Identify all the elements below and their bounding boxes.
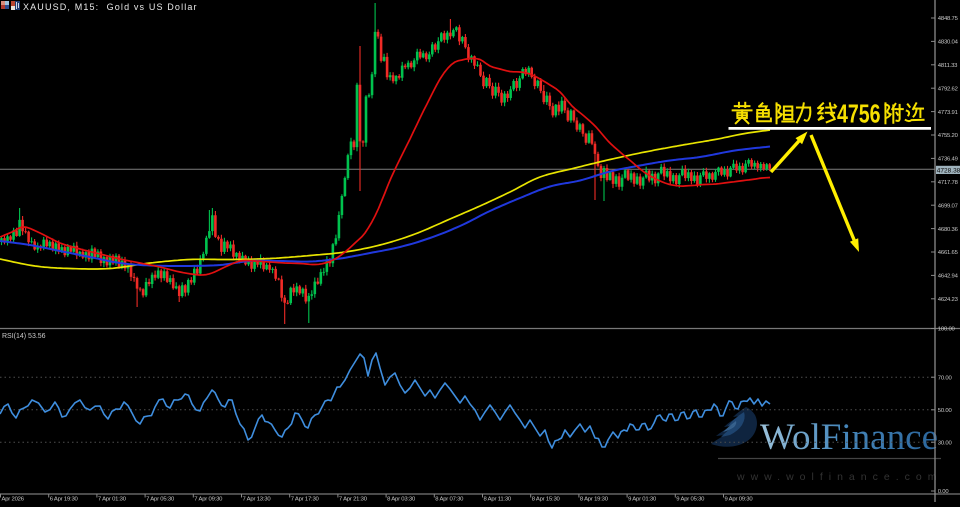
svg-text:4792.62: 4792.62 [938, 86, 958, 92]
svg-text:4717.78: 4717.78 [938, 180, 959, 186]
svg-text:7 Apr 17:30: 7 Apr 17:30 [291, 497, 320, 503]
svg-text:Apr 2026: Apr 2026 [2, 497, 25, 503]
svg-text:4755.20: 4755.20 [938, 133, 959, 139]
svg-text:8 Apr 03:30: 8 Apr 03:30 [387, 497, 416, 503]
svg-text:7 Apr 21:30: 7 Apr 21:30 [339, 497, 368, 503]
svg-text:WolFinance: WolFinance [760, 417, 938, 458]
svg-text:9 Apr 09:30: 9 Apr 09:30 [725, 497, 754, 503]
svg-text:6 Apr 19:30: 6 Apr 19:30 [50, 497, 79, 503]
svg-text:9 Apr 01:30: 9 Apr 01:30 [628, 497, 657, 503]
svg-text:www.wolfinance.com: www.wolfinance.com [736, 471, 942, 483]
svg-text:4773.91: 4773.91 [938, 110, 958, 116]
svg-text:100.00: 100.00 [938, 327, 956, 333]
svg-text:8 Apr 11:30: 8 Apr 11:30 [484, 497, 512, 503]
svg-text:RSI(14) 53.56: RSI(14) 53.56 [2, 333, 46, 340]
svg-text:4830.04: 4830.04 [938, 40, 959, 46]
svg-text:4848.75: 4848.75 [938, 16, 959, 22]
svg-text:4661.65: 4661.65 [938, 250, 959, 256]
svg-text:7 Apr 05:30: 7 Apr 05:30 [146, 497, 175, 503]
svg-text:4728.38: 4728.38 [937, 167, 960, 174]
svg-text:7 Apr 01:30: 7 Apr 01:30 [98, 497, 127, 503]
svg-text:8 Apr 19:30: 8 Apr 19:30 [580, 497, 609, 503]
svg-text:0.00: 0.00 [938, 489, 950, 495]
svg-text:30.00: 30.00 [938, 440, 953, 446]
svg-text:4699.07: 4699.07 [938, 203, 958, 209]
svg-text:4680.36: 4680.36 [938, 227, 959, 233]
svg-text:4642.94: 4642.94 [938, 274, 959, 280]
svg-text:7 Apr 09:30: 7 Apr 09:30 [194, 497, 223, 503]
svg-text:4811.33: 4811.33 [938, 63, 958, 69]
svg-text:70.00: 70.00 [938, 375, 953, 381]
svg-text:8 Apr 07:30: 8 Apr 07:30 [435, 497, 464, 503]
svg-text:4736.49: 4736.49 [938, 157, 958, 163]
svg-text:XAUUSD, M15: Gold vs US Dolla: XAUUSD, M15: Gold vs US Dollar [23, 2, 198, 12]
svg-text:8 Apr 15:30: 8 Apr 15:30 [532, 497, 561, 503]
svg-text:9 Apr 05:30: 9 Apr 05:30 [676, 497, 705, 503]
svg-text:50.00: 50.00 [938, 408, 953, 414]
svg-text:4624.23: 4624.23 [938, 297, 959, 303]
svg-text:7 Apr 13:30: 7 Apr 13:30 [243, 497, 272, 503]
svg-text:4756: 4756 [837, 100, 881, 128]
